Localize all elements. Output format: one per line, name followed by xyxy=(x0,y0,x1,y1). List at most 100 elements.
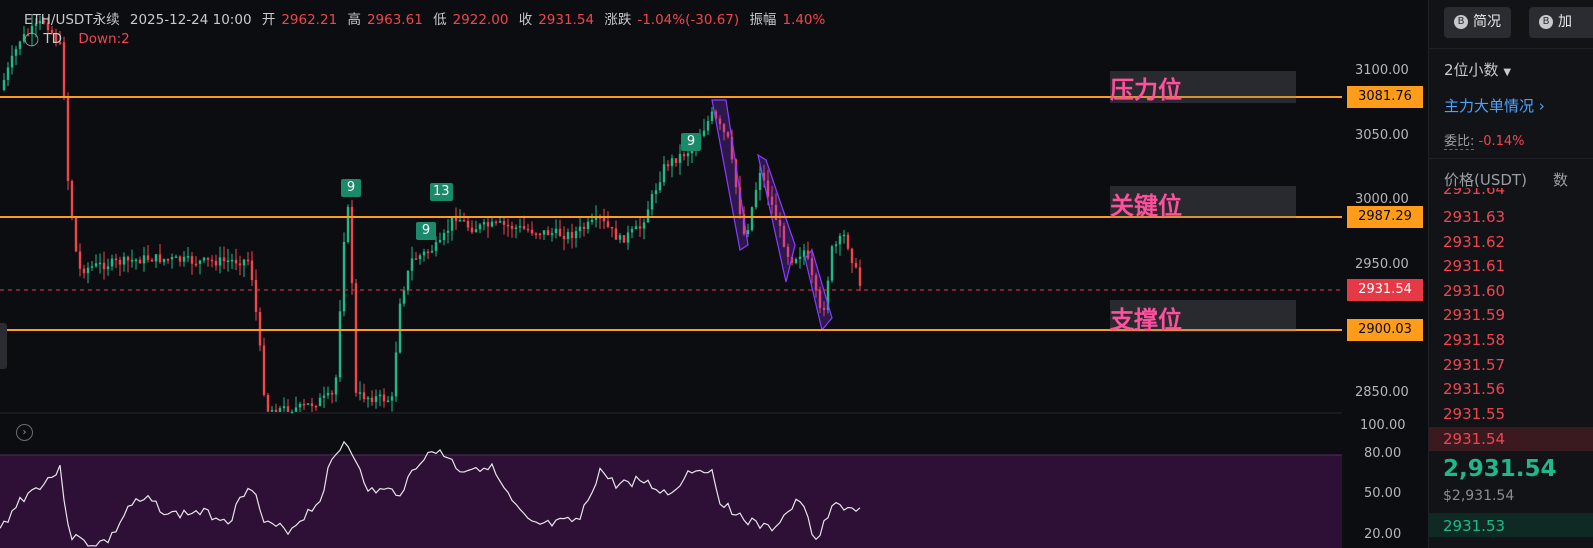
candle-body xyxy=(238,263,242,266)
ask-row[interactable]: 2931.62 xyxy=(1443,233,1506,251)
oscillator-line xyxy=(0,440,861,547)
candle-body xyxy=(170,257,174,260)
candle-body xyxy=(18,41,22,50)
main-orders-label: 主力大单情况 xyxy=(1444,97,1535,115)
candle-body xyxy=(826,280,830,311)
overview-label: 简况 xyxy=(1473,14,1501,30)
candle-body xyxy=(226,260,230,262)
add-label: 加 xyxy=(1558,14,1572,30)
candle-body xyxy=(578,226,582,232)
candle-body xyxy=(94,263,98,267)
candle-body xyxy=(838,235,842,245)
chevron-right-icon[interactable]: › xyxy=(16,424,33,441)
decimals-select[interactable]: 2位小数 ▼ xyxy=(1444,59,1511,80)
close-label: 收 xyxy=(518,12,533,28)
candle-body xyxy=(622,235,626,243)
high-label: 高 xyxy=(347,12,361,28)
candle-body xyxy=(822,307,826,311)
candle-body xyxy=(30,25,34,35)
candle-body xyxy=(306,403,310,405)
candle-body xyxy=(90,266,94,268)
candle-body xyxy=(186,256,190,258)
amplitude-label: 振幅 xyxy=(749,12,777,28)
candle-body xyxy=(454,217,458,221)
bid-row[interactable]: 2931.53 xyxy=(1443,517,1506,535)
change-value: -1.04%(-30.67) xyxy=(637,12,740,28)
yaxis-label: 3100.00 xyxy=(1355,63,1409,78)
candle-body xyxy=(718,118,722,125)
chart-area[interactable]: ETH/USDT永续 2025-12-24 10:00 开 2962.21 高 29… xyxy=(0,0,1440,548)
candle-body xyxy=(586,221,590,229)
candle-body xyxy=(834,244,838,247)
osc-axis-label: 20.00 xyxy=(1364,527,1402,542)
support-zone xyxy=(1110,300,1296,332)
ask-row[interactable]: 2931.63 xyxy=(1443,208,1506,226)
ask-row[interactable]: 2931.60 xyxy=(1443,282,1506,300)
osc-axis-label: 100.00 xyxy=(1360,418,1406,433)
candle-body xyxy=(234,259,238,264)
candle-body xyxy=(322,395,326,398)
resistance-label: 压力位 xyxy=(1110,76,1182,104)
ask-row[interactable]: 2931.61 xyxy=(1443,257,1506,275)
candle-body xyxy=(78,251,82,269)
candle-body xyxy=(82,268,86,274)
candle-body xyxy=(666,164,670,167)
candle-body xyxy=(62,42,66,98)
candle-body xyxy=(54,32,58,43)
datetime: 2025-12-24 10:00 xyxy=(129,12,252,28)
candle-body xyxy=(706,121,710,131)
ask-row[interactable]: 2931.57 xyxy=(1443,356,1506,374)
candle-body xyxy=(482,222,486,225)
open-value: 2962.21 xyxy=(281,12,338,28)
candle-body xyxy=(738,187,742,214)
candle-body xyxy=(230,259,234,262)
candle-body xyxy=(722,124,726,133)
candle-body xyxy=(38,20,42,24)
ask-row[interactable]: 2931.64 xyxy=(1443,188,1506,198)
candle-body xyxy=(546,230,550,236)
candle-body xyxy=(198,260,202,264)
left-collapse-handle[interactable] xyxy=(0,323,7,369)
symbol: ETH/USDT永续 xyxy=(24,12,120,28)
candle-body xyxy=(634,226,638,229)
candle-body xyxy=(262,345,266,395)
candle-body xyxy=(686,153,690,157)
current-price-tag: 2931.54 xyxy=(1347,279,1423,301)
count-header: 数 xyxy=(1553,171,1569,189)
candle-body xyxy=(562,236,566,240)
osc-axis-label: 80.00 xyxy=(1364,446,1402,461)
candle-body xyxy=(514,227,518,229)
candle-body xyxy=(574,231,578,239)
candle-body xyxy=(494,221,498,224)
candle-body xyxy=(530,229,534,234)
price-chart[interactable] xyxy=(0,0,1440,548)
candle-body xyxy=(526,228,530,231)
last-price: 2,931.54 xyxy=(1443,456,1557,482)
candle-body xyxy=(786,246,790,257)
candle-body xyxy=(398,303,402,353)
candle-body xyxy=(610,226,614,229)
channels-group xyxy=(711,99,833,332)
ask-row[interactable]: 2931.55 xyxy=(1443,405,1506,423)
candle-body xyxy=(42,20,46,23)
candles-group xyxy=(2,14,862,414)
candle-body xyxy=(554,228,558,234)
bell-icon[interactable]: ◯ xyxy=(24,31,40,47)
ask-row[interactable]: 2931.56 xyxy=(1443,380,1506,398)
ask-row[interactable]: 2931.54 xyxy=(1443,430,1506,448)
overview-button[interactable]: B 简况 xyxy=(1444,7,1511,38)
main-orders-link[interactable]: 主力大单情况 › xyxy=(1444,95,1545,116)
candle-body xyxy=(470,227,474,233)
candle-body xyxy=(50,30,54,33)
yaxis-label: 2850.00 xyxy=(1355,385,1409,400)
ask-row[interactable]: 2931.58 xyxy=(1443,331,1506,349)
candle-body xyxy=(446,230,450,233)
candle-body xyxy=(650,194,654,210)
candle-body xyxy=(190,256,194,264)
candle-body xyxy=(282,406,286,409)
candle-body xyxy=(46,22,50,31)
candle-body xyxy=(346,206,350,242)
ask-row[interactable]: 2931.59 xyxy=(1443,306,1506,324)
candle-body xyxy=(802,250,806,257)
